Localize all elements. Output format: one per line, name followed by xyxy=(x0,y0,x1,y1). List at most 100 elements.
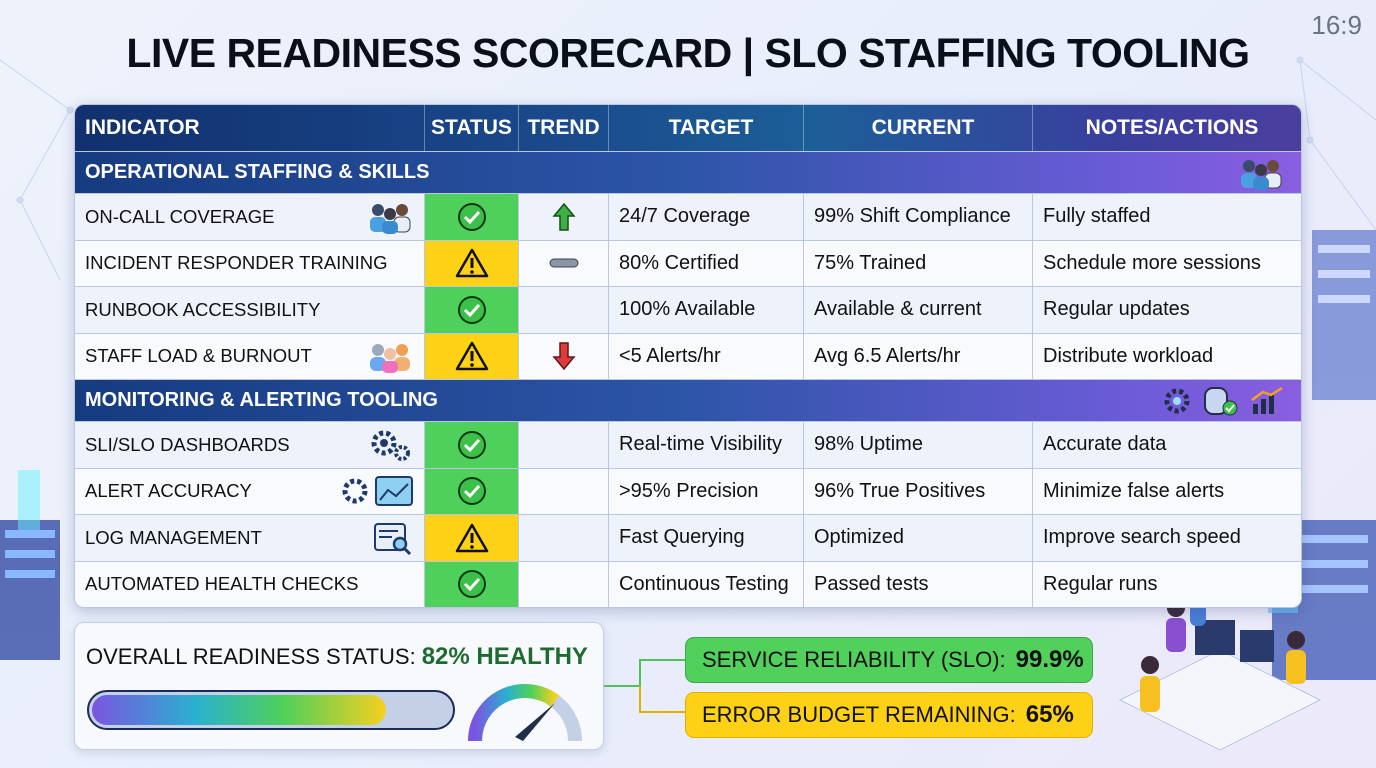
indicator-label: RUNBOOK ACCESSIBILITY xyxy=(85,298,321,320)
notes-cell: Regular runs xyxy=(1043,572,1158,595)
readiness-progress-bar xyxy=(87,690,455,730)
section-header-row: MONITORING & ALERTING TOOLING xyxy=(75,379,1301,421)
gear-icon xyxy=(1161,386,1193,416)
current-cell: Optimized xyxy=(804,515,1033,561)
status-cell xyxy=(425,194,519,240)
header-current: CURRENT xyxy=(804,105,1033,151)
chart-icon xyxy=(1249,386,1285,416)
status-cell xyxy=(425,333,519,379)
trend-cell xyxy=(519,333,609,379)
indicator-label: INCIDENT RESPONDER TRAINING xyxy=(85,252,388,274)
section-title: OPERATIONAL STAFFING & SKILLS xyxy=(85,161,430,183)
overall-readiness-label: OVERALL READINESS STATUS: xyxy=(86,644,416,669)
notes-cell: Accurate data xyxy=(1043,433,1167,456)
indicator-cell: ALERT ACCURACY xyxy=(75,468,425,514)
status-cell xyxy=(425,515,519,561)
indicator-cell: STAFF LOAD & BURNOUT xyxy=(75,333,425,379)
warning-icon xyxy=(455,341,489,371)
table-row: ON-CALL COVERAGE 24/7 Coverage 99% Shift C… xyxy=(75,193,1301,240)
gears-icon xyxy=(366,428,414,462)
indicator-label: ALERT ACCURACY xyxy=(85,480,252,502)
target-cell: Fast Querying xyxy=(609,515,804,561)
trend-cell xyxy=(519,194,609,240)
check-circle-icon xyxy=(457,569,487,599)
section-icons xyxy=(1153,385,1285,417)
arrow-down-icon xyxy=(551,341,576,371)
current-cell: Available & current xyxy=(804,287,1033,333)
indicator-cell: INCIDENT RESPONDER TRAINING xyxy=(75,240,425,286)
status-cell xyxy=(425,468,519,514)
table-header-row: INDICATOR STATUS TREND TARGET CURRENT NO… xyxy=(75,105,1301,151)
trend-cell xyxy=(519,468,609,514)
error-budget-label: ERROR BUDGET REMAINING: xyxy=(702,702,1016,727)
target-cell: >95% Precision xyxy=(609,468,804,514)
target-cell: <5 Alerts/hr xyxy=(609,333,804,379)
error-budget-badge: ERROR BUDGET REMAINING: 65% xyxy=(685,692,1093,738)
table-row: ALERT ACCURACY >95% Precision 96% True Pos… xyxy=(75,467,1301,514)
team-icon xyxy=(366,200,414,234)
indicator-label: AUTOMATED HEALTH CHECKS xyxy=(85,573,359,595)
error-budget-value: 65% xyxy=(1025,701,1074,728)
current-cell: 96% True Positives xyxy=(804,468,1033,514)
team-icon xyxy=(1237,156,1285,190)
current-cell: 75% Trained xyxy=(804,240,1033,286)
check-circle-icon xyxy=(457,295,487,325)
overall-readiness-value: 82% HEALTHY xyxy=(421,643,588,670)
server-rack-left xyxy=(0,470,60,660)
notes-cell: Regular updates xyxy=(1043,298,1190,321)
indicator-cell: LOG MANAGEMENT xyxy=(75,515,425,561)
target-cell: Continuous Testing xyxy=(609,561,804,607)
header-status: STATUS xyxy=(425,105,519,151)
table-row: AUTOMATED HEALTH CHECKS Continuous Testin… xyxy=(75,560,1301,607)
overall-readiness-text: OVERALL READINESS STATUS: 82% HEALTHY xyxy=(86,643,588,671)
notes-cell: Improve search speed xyxy=(1043,526,1241,549)
trend-cell xyxy=(519,515,609,561)
header-trend: TREND xyxy=(519,105,609,151)
indicator-cell: ON-CALL COVERAGE xyxy=(75,194,425,240)
log-search-icon xyxy=(372,521,414,555)
indicator-cell: SLI/SLO DASHBOARDS xyxy=(75,422,425,468)
check-circle-icon xyxy=(457,202,487,232)
indicator-label: STAFF LOAD & BURNOUT xyxy=(85,345,312,367)
status-cell xyxy=(425,561,519,607)
header-target: TARGET xyxy=(609,105,804,151)
check-circle-icon xyxy=(457,430,487,460)
gear-dashboard-icon xyxy=(342,474,414,508)
indicator-cell: AUTOMATED HEALTH CHECKS xyxy=(75,561,425,607)
status-cell xyxy=(425,287,519,333)
warning-icon xyxy=(455,523,489,553)
table-row: SLI/SLO DASHBOARDS Real-time Visibility 98… xyxy=(75,421,1301,468)
trend-cell xyxy=(519,422,609,468)
page-title: LIVE READINESS SCORECARD | SLO STAFFING … xyxy=(126,30,1250,76)
notes-cell: Distribute workload xyxy=(1043,344,1214,367)
indicator-label: LOG MANAGEMENT xyxy=(85,526,262,548)
slo-label: SERVICE RELIABILITY (SLO): xyxy=(702,647,1006,672)
current-cell: 99% Shift Compliance xyxy=(804,194,1033,240)
table-row: STAFF LOAD & BURNOUT <5 Alerts/hr Avg 6.5 … xyxy=(75,332,1301,379)
arrow-up-icon xyxy=(551,202,576,232)
readiness-progress-fill xyxy=(92,695,386,725)
target-cell: Real-time Visibility xyxy=(609,422,804,468)
trend-cell xyxy=(519,287,609,333)
table-row: INCIDENT RESPONDER TRAINING 80% Certified… xyxy=(75,239,1301,286)
status-cell xyxy=(425,422,519,468)
header-indicator: INDICATOR xyxy=(75,105,425,151)
trend-cell xyxy=(519,240,609,286)
overall-readiness-panel: OVERALL READINESS STATUS: 82% HEALTHY xyxy=(74,622,604,750)
indicator-label: ON-CALL COVERAGE xyxy=(85,205,275,227)
warning-icon xyxy=(455,248,489,278)
header-notes: NOTES/ACTIONS xyxy=(1085,116,1259,139)
status-cell xyxy=(425,240,519,286)
notes-cell: Fully staffed xyxy=(1043,205,1151,228)
aspect-ratio-label: 16:9 xyxy=(1311,10,1362,40)
slo-reliability-badge: SERVICE RELIABILITY (SLO): 99.9% xyxy=(685,637,1093,683)
current-cell: Passed tests xyxy=(804,561,1033,607)
section-header-row: OPERATIONAL STAFFING & SKILLS xyxy=(75,151,1301,193)
table-row: LOG MANAGEMENT Fast Querying Optimized Impr… xyxy=(75,514,1301,561)
indicator-cell: RUNBOOK ACCESSIBILITY xyxy=(75,287,425,333)
section-icons xyxy=(1229,156,1285,190)
target-cell: 80% Certified xyxy=(609,240,804,286)
notes-cell: Schedule more sessions xyxy=(1043,251,1261,274)
current-cell: 98% Uptime xyxy=(804,422,1033,468)
trend-cell xyxy=(519,561,609,607)
